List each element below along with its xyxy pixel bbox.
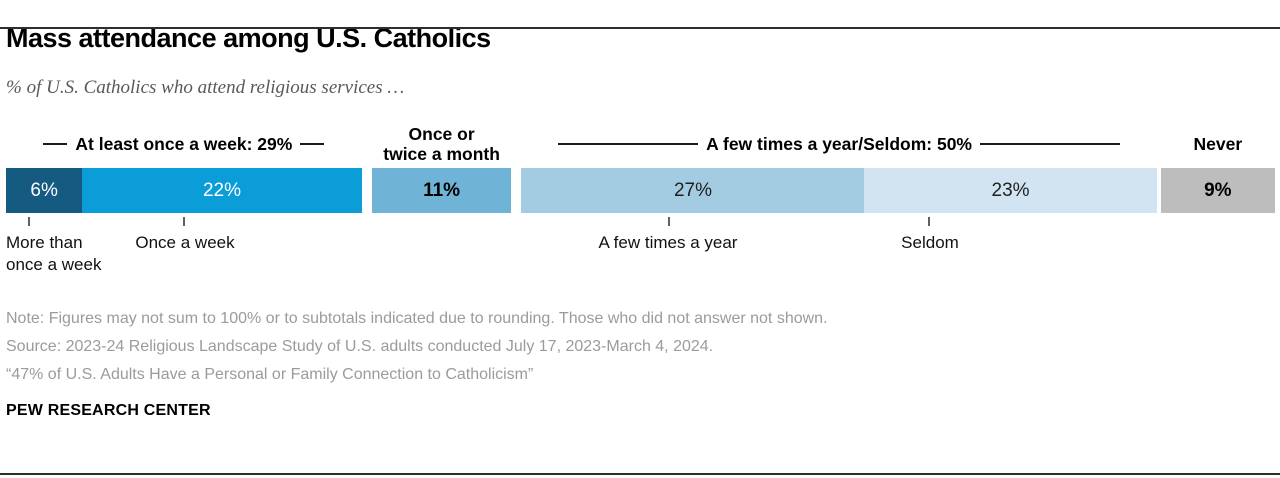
below-label-a-few-times-a-year: A few times a year xyxy=(599,232,738,254)
segment-gap xyxy=(1156,168,1161,213)
segment-gap xyxy=(511,168,522,213)
page-content: Mass attendance among U.S. Catholics % o… xyxy=(0,24,1280,421)
below-label-line1: A few times a year xyxy=(598,233,738,252)
segment-value-label: 27% xyxy=(673,179,712,201)
bar-segment-more-than-once-a-week: 6% xyxy=(6,168,83,213)
brand-text: PEW RESEARCH CENTER xyxy=(6,402,211,419)
tick-mark xyxy=(183,217,185,226)
below-label-seldom: Seldom xyxy=(901,232,959,254)
stacked-bar-chart: At least once a week: 29% Once or twice … xyxy=(6,122,1275,277)
group-header-label-line1: Once or xyxy=(408,124,475,144)
group-header-row: At least once a week: 29% Once or twice … xyxy=(6,122,1275,166)
below-label-once-a-week: Once a week xyxy=(135,232,234,254)
header-line-right xyxy=(980,143,1120,145)
header-line-left xyxy=(558,143,699,145)
group-header-label-line2: twice a month xyxy=(383,144,500,164)
segment-value-label: 6% xyxy=(30,179,58,201)
segment-value-label: 11% xyxy=(423,179,461,201)
bar-segment-once-or-twice-a-month: 11% xyxy=(371,168,512,213)
bar-segment-seldom: 23% xyxy=(864,168,1157,213)
group-header-label: Once or twice a month xyxy=(383,124,500,164)
below-label-line1: Once a week xyxy=(135,233,235,252)
below-label-more-than-once-a-week: More than once a week xyxy=(6,232,101,276)
group-header-label: A few times a year/Seldom: 50% xyxy=(706,133,972,154)
top-rule xyxy=(0,27,1280,29)
bar-segment-never: 9% xyxy=(1160,168,1275,213)
group-header-label: At least once a week: 29% xyxy=(75,133,293,154)
group-header-never: Never xyxy=(1161,134,1275,155)
group-header-label: Never xyxy=(1193,133,1243,154)
stacked-bar: 6% 22% 11% 27% 23% 9% xyxy=(6,168,1275,213)
segment-value-label: 22% xyxy=(202,179,241,201)
group-header-at-least-once-a-week: At least once a week: 29% xyxy=(6,134,362,155)
chart-footer: Note: Figures may not sum to 100% or to … xyxy=(6,305,1275,389)
below-bar-labels: More than once a week Once a week A few … xyxy=(6,215,1275,277)
source-text: Source: 2023-24 Religious Landscape Stud… xyxy=(6,338,714,355)
segment-value-label: 9% xyxy=(1204,179,1232,201)
group-header-a-few-times-a-year-seldom: A few times a year/Seldom: 50% xyxy=(521,134,1156,155)
bar-segment-once-a-week: 22% xyxy=(82,168,362,213)
header-line-right xyxy=(300,143,325,145)
chart-subtitle: % of U.S. Catholics who attend religious… xyxy=(6,77,405,98)
note-text: Note: Figures may not sum to 100% or to … xyxy=(6,310,828,327)
tick-mark xyxy=(668,217,670,226)
bottom-rule xyxy=(0,473,1280,475)
group-header-once-or-twice-a-month: Once or twice a month xyxy=(372,124,512,164)
below-label-line1: Seldom xyxy=(901,233,959,252)
tick-mark xyxy=(928,217,930,226)
quote-text: “47% of U.S. Adults Have a Personal or F… xyxy=(6,366,534,383)
below-label-line1: More than xyxy=(6,233,83,252)
segment-value-label: 23% xyxy=(991,179,1030,201)
tick-mark xyxy=(28,217,30,226)
header-line-left xyxy=(43,143,68,145)
bar-segment-a-few-times-a-year: 27% xyxy=(521,168,865,213)
segment-gap xyxy=(361,168,372,213)
below-label-line2: once a week xyxy=(6,255,102,274)
